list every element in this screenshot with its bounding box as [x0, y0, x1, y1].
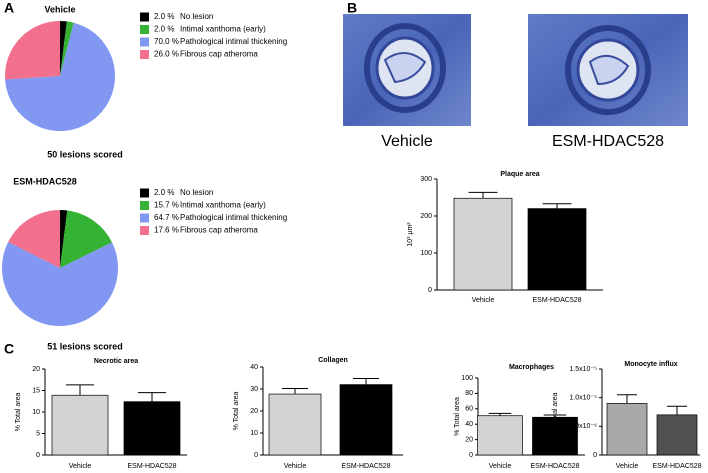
- y-tick-label: 0: [593, 452, 597, 459]
- y-tick-label: 30: [250, 386, 258, 393]
- x-tick-label: ESM-HDAC528: [127, 463, 176, 470]
- image-caption: Vehicle: [381, 133, 433, 150]
- legend-label: Fibrous cap atheroma: [180, 50, 258, 59]
- slice-value-label: 2.0 %: [154, 12, 174, 21]
- pie-slice: [60, 210, 68, 268]
- y-tick-label: 300: [420, 176, 432, 183]
- legend-swatch: [140, 213, 149, 223]
- y-tick-label: 60: [465, 406, 473, 413]
- y-tick-label: 40: [250, 364, 258, 371]
- y-tick-label: 100: [461, 375, 473, 382]
- slice-value-label: 15.7 %: [154, 201, 179, 210]
- y-tick-label: 100: [420, 250, 432, 257]
- pie-slice: [2, 241, 119, 326]
- y-tick-label: 1.5x10⁻⁵: [569, 366, 597, 373]
- bar: [606, 403, 648, 456]
- y-axis-label: % Total area: [233, 392, 240, 431]
- chart-title: Monocyte influx: [624, 361, 677, 368]
- slice-value-label: 70.0 %: [154, 37, 179, 46]
- pie-slice: [60, 21, 67, 76]
- slice-value-label: 17.6 %: [154, 226, 179, 235]
- y-tick-label: 5: [36, 430, 40, 437]
- legend-swatch: [140, 37, 149, 47]
- bar: [453, 197, 513, 291]
- bar: [656, 414, 698, 456]
- y-axis-label: 10³ µm²: [407, 222, 414, 247]
- pie-slice: [5, 22, 116, 131]
- bar: [532, 416, 578, 456]
- legend-label: Pathological intimal thickening: [180, 213, 287, 222]
- legend-swatch: [140, 50, 149, 59]
- pie-note: 50 lesions scored: [47, 149, 123, 159]
- y-tick-label: 10: [250, 430, 258, 437]
- y-axis-label: % Total area: [552, 393, 559, 432]
- chart-title: Vehicle: [44, 4, 75, 14]
- y-axis-label: % Total area: [454, 397, 461, 436]
- x-tick-label: Vehicle: [69, 463, 92, 470]
- y-tick-label: 0: [469, 452, 473, 459]
- pie-slice: [4, 21, 60, 80]
- slice-value-label: 26.0 %: [154, 50, 179, 59]
- micrograph: [343, 14, 471, 126]
- chart-title: Plaque area: [500, 171, 539, 178]
- y-tick-label: 20: [465, 436, 473, 443]
- bar: [51, 394, 109, 456]
- pie-note: 51 lesions scored: [47, 341, 123, 351]
- bar: [477, 415, 523, 456]
- y-tick-label: 20: [250, 408, 258, 415]
- legend-label: No lesion: [180, 12, 213, 21]
- bar: [339, 384, 393, 456]
- chart-title: Macrophages: [509, 364, 554, 371]
- bar: [123, 401, 181, 456]
- y-tick-label: 0: [36, 452, 40, 459]
- pie-slice: [60, 210, 113, 268]
- y-tick-label: 15: [32, 387, 40, 394]
- x-tick-label: ESM-HDAC528: [341, 463, 390, 470]
- legend-label: Pathological intimal thickening: [180, 37, 287, 46]
- y-tick-label: 5.0x10⁻⁶: [569, 423, 597, 430]
- legend-swatch: [140, 188, 149, 198]
- pie-slice: [60, 21, 74, 76]
- bar: [527, 208, 587, 291]
- legend-swatch: [140, 226, 149, 235]
- y-tick-label: 0: [428, 287, 432, 294]
- x-tick-label: Vehicle: [472, 297, 495, 304]
- panel-label: B: [347, 0, 357, 16]
- x-tick-label: Vehicle: [616, 463, 639, 470]
- legend-swatch: [140, 12, 149, 22]
- x-tick-label: Vehicle: [489, 463, 512, 470]
- y-tick-label: 0: [254, 452, 258, 459]
- x-tick-label: ESM-HDAC528: [652, 463, 701, 470]
- chart-title: ESM-HDAC528: [13, 176, 77, 186]
- pie-slice: [8, 210, 61, 268]
- y-tick-label: 20: [32, 366, 40, 373]
- slice-value-label: 64.7 %: [154, 213, 179, 222]
- legend-label: No lesion: [180, 188, 213, 197]
- x-tick-label: ESM-HDAC528: [530, 463, 579, 470]
- y-axis-label: % Total area: [15, 393, 22, 432]
- micrograph: [528, 14, 688, 126]
- chart-title: Necrotic area: [94, 358, 138, 365]
- slice-value-label: 2.0 %: [154, 188, 174, 197]
- panel-label: C: [4, 341, 14, 357]
- chart-title: Collagen: [318, 357, 348, 364]
- legend-label: Intimal xanthoma (early): [180, 201, 266, 210]
- x-tick-label: Vehicle: [284, 463, 307, 470]
- y-tick-label: 10: [32, 409, 40, 416]
- y-tick-label: 40: [465, 421, 473, 428]
- y-tick-label: 1.0x10⁻⁵: [569, 395, 597, 402]
- legend-label: Fibrous cap atheroma: [180, 226, 258, 235]
- image-caption: ESM-HDAC528: [552, 133, 664, 150]
- slice-value-label: 2.0 %: [154, 25, 174, 34]
- x-tick-label: ESM-HDAC528: [532, 297, 581, 304]
- bar: [268, 393, 322, 456]
- legend-swatch: [140, 25, 149, 34]
- y-tick-label: 80: [465, 390, 473, 397]
- panel-label: A: [4, 0, 14, 16]
- y-tick-label: 200: [420, 213, 432, 220]
- legend-label: Intimal xanthoma (early): [180, 25, 266, 34]
- legend-swatch: [140, 201, 149, 210]
